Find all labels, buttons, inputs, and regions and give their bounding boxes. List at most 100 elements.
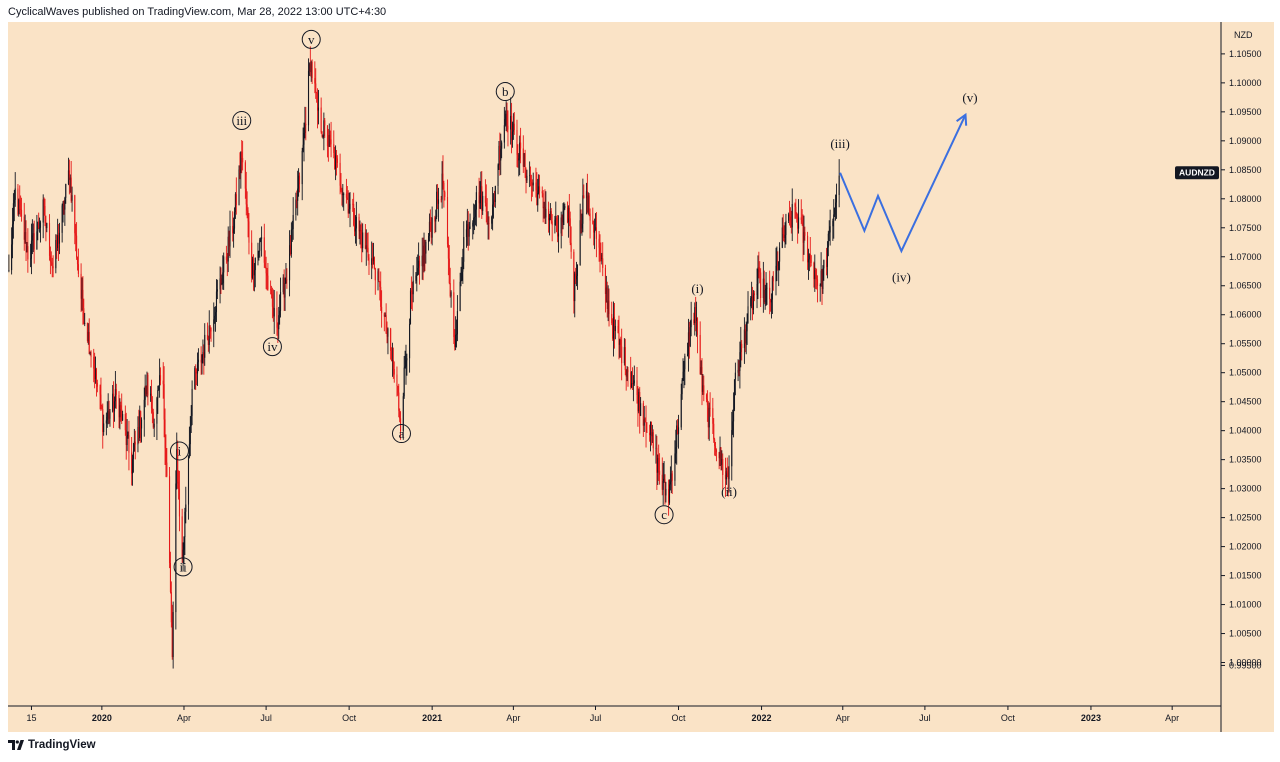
candle — [437, 184, 439, 210]
candle — [159, 367, 162, 386]
candle — [585, 182, 588, 215]
candle — [649, 424, 651, 442]
x-tick-label: 15 — [26, 713, 36, 723]
candle — [409, 288, 412, 325]
candle — [833, 199, 835, 239]
candle — [232, 211, 234, 242]
candle — [726, 457, 728, 478]
candle — [219, 266, 221, 304]
candle — [20, 197, 23, 222]
candle — [838, 159, 840, 208]
candle — [122, 410, 124, 422]
price-axis-background — [1220, 22, 1274, 706]
candle — [62, 200, 64, 223]
candle — [745, 321, 747, 355]
candle — [734, 362, 736, 396]
symbol-badge-label: AUDNZD — [1179, 168, 1215, 178]
candle — [461, 257, 463, 282]
candle — [378, 268, 380, 283]
y-tick-label: 1.02000 — [1229, 542, 1262, 552]
candle — [827, 230, 829, 257]
candle — [189, 416, 191, 457]
wave-label: (iii) — [830, 136, 850, 151]
y-tick-label: 1.10500 — [1229, 49, 1262, 59]
y-tick-label: 1.03000 — [1229, 484, 1262, 494]
candle — [215, 306, 217, 332]
candle — [163, 366, 165, 438]
candle — [310, 60, 312, 82]
candle — [475, 185, 477, 227]
candle — [526, 169, 528, 184]
wave-label: (i) — [691, 281, 703, 296]
candle — [573, 249, 575, 314]
candle — [308, 62, 310, 77]
candle — [627, 366, 629, 387]
time-axis[interactable]: 15 2020 Apr Jul Oct 2021 Apr Jul Oct 2022 Apr Jul Oc… — [26, 706, 1179, 723]
candle — [69, 174, 71, 193]
candle — [84, 312, 86, 327]
candle — [501, 140, 503, 159]
candle — [582, 178, 584, 233]
candle — [731, 411, 733, 481]
candle — [646, 422, 648, 433]
candle — [383, 312, 385, 332]
candle — [779, 242, 781, 271]
candle — [183, 536, 185, 564]
candle — [254, 257, 256, 288]
candle — [751, 286, 754, 321]
candle — [201, 354, 203, 375]
candle — [696, 317, 699, 354]
candle — [631, 367, 634, 391]
candle — [341, 187, 343, 206]
publisher-header: CyclicalWaves published on TradingView.c… — [8, 6, 387, 18]
candle — [247, 207, 249, 238]
candle — [362, 223, 364, 253]
candle — [263, 223, 265, 269]
candle — [52, 255, 54, 278]
candle — [743, 317, 745, 364]
x-tick-label: 2020 — [92, 713, 112, 723]
candle — [708, 402, 710, 441]
candle — [56, 234, 58, 259]
candle — [665, 481, 667, 503]
candle — [788, 200, 791, 226]
candle — [428, 213, 430, 242]
candle — [51, 257, 53, 278]
candle — [12, 193, 14, 239]
candles-layer — [8, 46, 840, 669]
candle — [200, 346, 202, 375]
candle — [209, 325, 211, 339]
candle — [77, 248, 79, 278]
candle — [815, 267, 817, 290]
candle — [430, 217, 432, 244]
candle — [233, 207, 236, 234]
candle — [719, 436, 721, 467]
candle — [271, 287, 273, 319]
wave-label: (ii) — [721, 484, 737, 499]
candle — [371, 241, 373, 280]
candle — [335, 150, 338, 176]
candle — [367, 232, 369, 261]
candle — [145, 385, 147, 397]
candle — [245, 171, 247, 216]
candle — [71, 186, 73, 212]
candle — [443, 180, 445, 208]
candle — [302, 127, 304, 153]
x-tick-label: Apr — [506, 713, 520, 723]
candle — [241, 139, 243, 174]
candle — [450, 290, 452, 308]
candle — [184, 507, 186, 556]
candle — [314, 61, 316, 94]
candle — [323, 112, 325, 151]
wave-label: (v) — [962, 90, 977, 105]
candle — [418, 255, 421, 285]
candle — [579, 203, 581, 266]
candle — [633, 365, 635, 386]
tradingview-footer[interactable]: TradingView — [8, 739, 96, 751]
candle — [771, 275, 773, 314]
symbol-badge-box — [1175, 166, 1219, 180]
chart-frame[interactable]: v iii iv i ii a b c (i) (ii) (iii) (iv) (v) 0.99500 1… — [8, 22, 1274, 732]
candle — [246, 191, 248, 219]
